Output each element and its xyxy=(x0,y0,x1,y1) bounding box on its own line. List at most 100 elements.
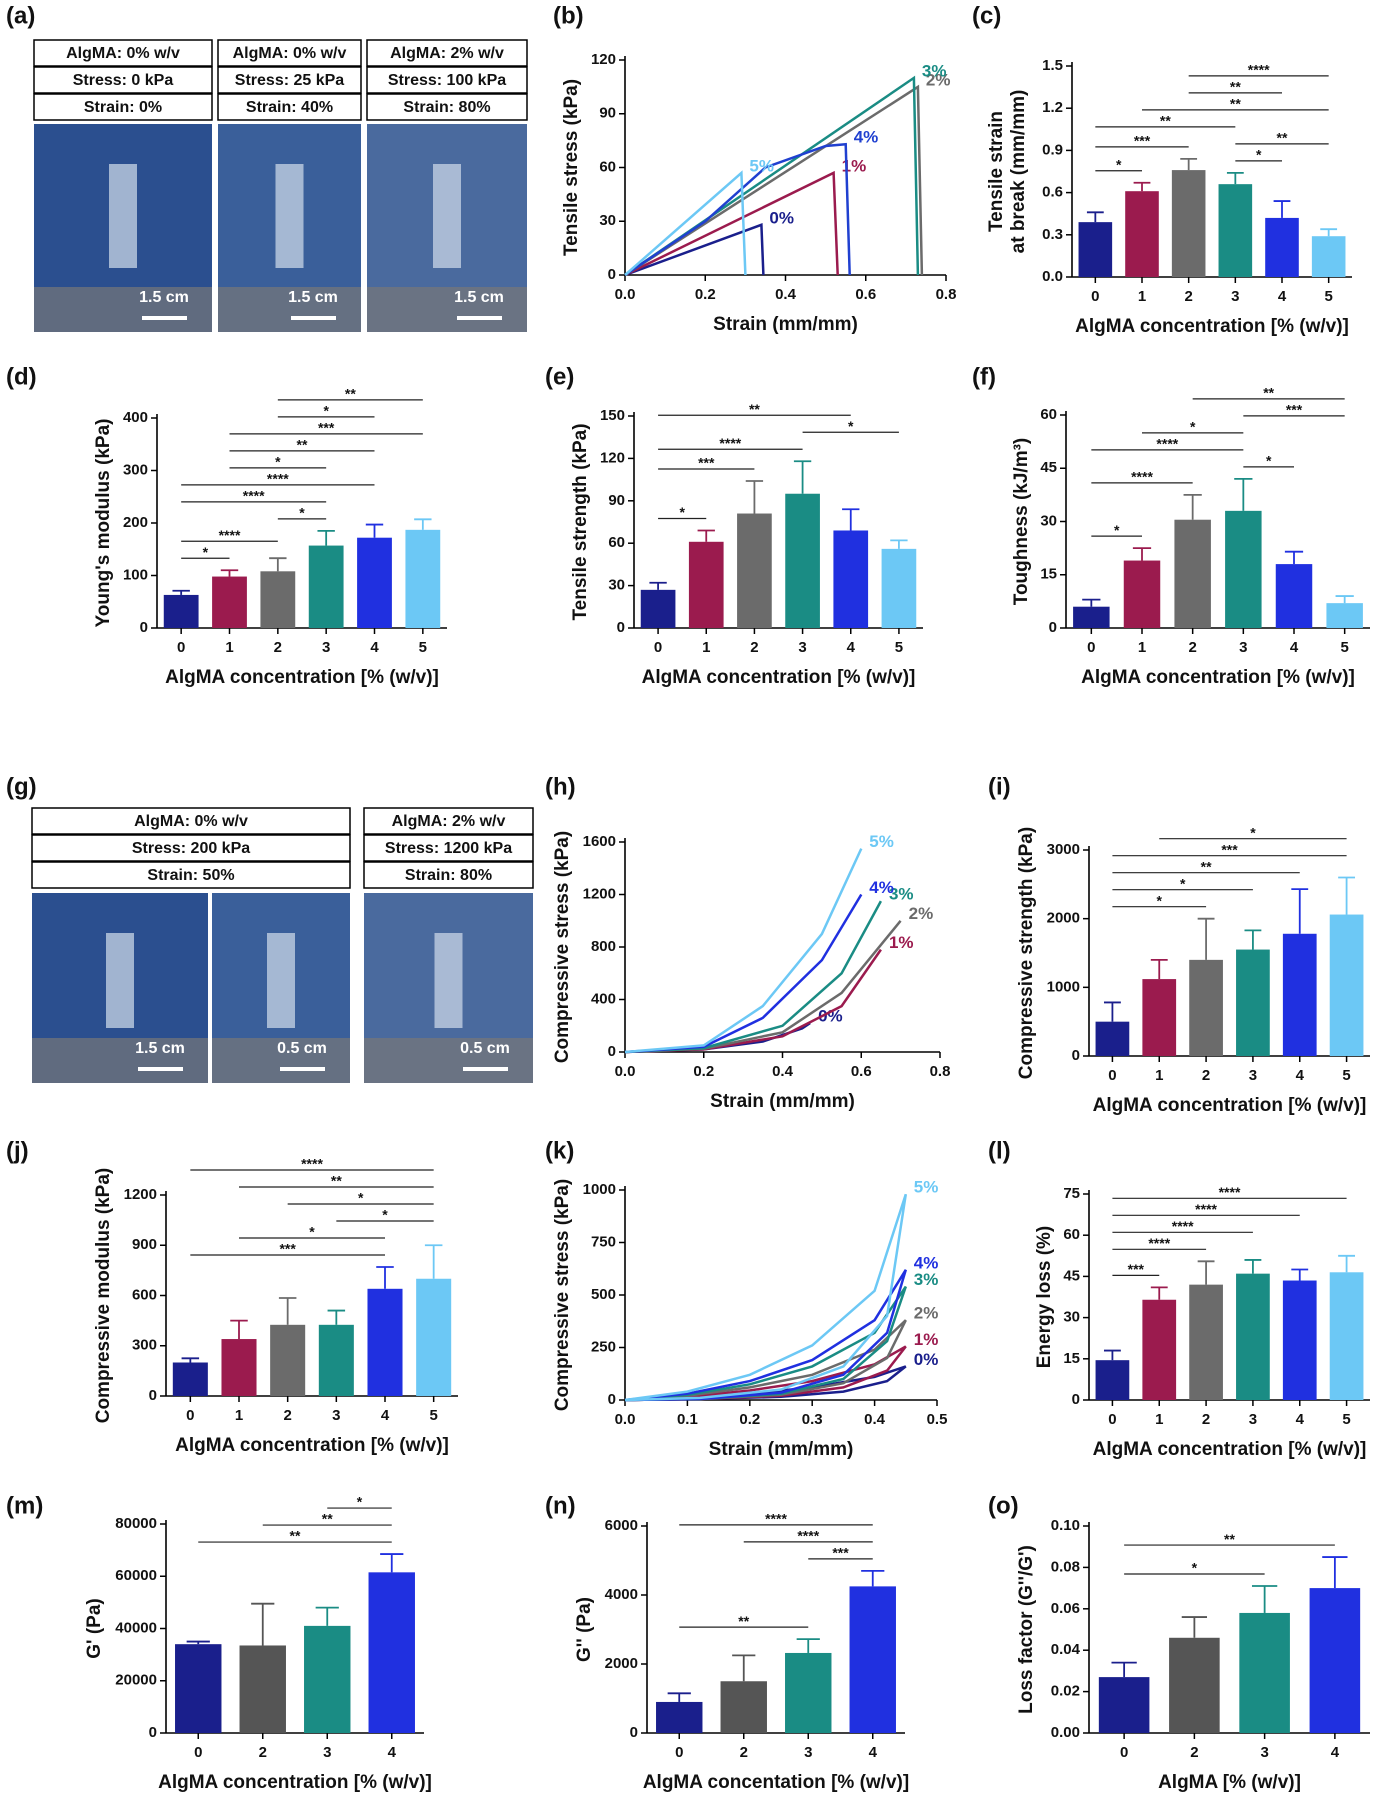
x-axis-label: Strain (mm/mm) xyxy=(710,1091,855,1112)
y-tick-label: 500 xyxy=(591,1286,616,1303)
x-tick-label: 0 xyxy=(1091,288,1099,305)
significance-label: **** xyxy=(1195,1201,1217,1217)
x-tick-label: 3 xyxy=(1249,1411,1257,1428)
bar xyxy=(1123,560,1161,628)
y-tick-label: 45 xyxy=(1063,1267,1080,1284)
x-tick-label: 4 xyxy=(1296,1067,1305,1084)
y-tick-label: 120 xyxy=(591,51,616,68)
caption-text: Stress: 100 kPa xyxy=(388,72,506,89)
y-tick-label: 0.3 xyxy=(1042,226,1063,243)
bar xyxy=(260,571,296,628)
significance-label: ** xyxy=(1230,79,1241,95)
y-tick-label: 0 xyxy=(630,1724,638,1741)
x-tick-label: 0.6 xyxy=(851,1063,872,1080)
significance-label: ** xyxy=(738,1613,749,1629)
caption-box xyxy=(366,39,528,67)
scale-bar-label: 1.5 cm xyxy=(288,289,338,306)
significance-label: **** xyxy=(1172,1218,1194,1234)
y-tick-label: 0 xyxy=(617,619,625,636)
significance-label: **** xyxy=(1156,436,1178,452)
bar xyxy=(172,1362,208,1396)
x-tick-label: 0.1 xyxy=(677,1411,698,1428)
significance-label: **** xyxy=(765,1511,787,1527)
x-tick-label: 2 xyxy=(274,639,282,656)
y-tick-label: 80000 xyxy=(115,1515,157,1532)
y-tick-label: 0.02 xyxy=(1051,1683,1080,1700)
caption-text: AlgMA: 2% w/v xyxy=(390,45,504,62)
bar xyxy=(308,545,344,628)
x-tick-label: 3 xyxy=(332,1407,340,1424)
series-line xyxy=(624,948,882,1054)
caption-text: Strain: 80% xyxy=(403,99,490,116)
panel-label: (j) xyxy=(6,1137,29,1164)
significance-label: *** xyxy=(1128,1261,1145,1277)
bar xyxy=(368,1572,415,1733)
photo-sample xyxy=(109,164,137,268)
x-tick-label: 2 xyxy=(1190,1744,1198,1761)
caption-box xyxy=(366,66,528,94)
x-tick-label: 0.3 xyxy=(802,1411,823,1428)
y-tick-label: 30 xyxy=(599,212,616,229)
caption-text: AlgMA: 2% w/v xyxy=(392,813,506,830)
caption-text: Stress: 200 kPa xyxy=(132,840,250,857)
significance-label: **** xyxy=(219,527,241,543)
bar xyxy=(1218,184,1253,277)
bar xyxy=(833,530,869,628)
y-tick-label: 1000 xyxy=(1047,978,1080,995)
bar xyxy=(270,1324,306,1396)
y-axis-label: Compressive modulus (kPa) xyxy=(93,1168,114,1424)
y-tick-label: 4000 xyxy=(605,1586,638,1603)
x-axis-label: AlgMA concentration [% (w/v)] xyxy=(642,667,916,688)
significance-label: * xyxy=(1192,1560,1198,1576)
bar xyxy=(849,1586,896,1733)
caption-box xyxy=(33,39,213,67)
bar xyxy=(640,589,676,628)
x-tick-label: 3 xyxy=(1231,288,1239,305)
bar xyxy=(1098,1677,1150,1733)
bar xyxy=(1171,170,1206,277)
x-tick-label: 0.2 xyxy=(693,1063,714,1080)
x-tick-label: 4 xyxy=(1331,1744,1340,1761)
significance-label: ** xyxy=(1201,858,1212,874)
caption-box xyxy=(33,66,213,94)
caption-text: Strain: 0% xyxy=(84,99,162,116)
significance-label: **** xyxy=(1131,469,1153,485)
photo-sample xyxy=(106,933,134,1028)
bar xyxy=(304,1625,351,1733)
bar xyxy=(405,529,441,628)
bar xyxy=(1239,1612,1290,1733)
bar xyxy=(239,1645,286,1733)
y-tick-label: 0.6 xyxy=(1042,184,1063,201)
series-line xyxy=(624,1193,908,1402)
significance-label: ** xyxy=(1230,96,1241,112)
photo-clamp xyxy=(34,287,212,332)
panel-label: (b) xyxy=(553,2,584,29)
bar xyxy=(656,1701,703,1733)
significance-label: * xyxy=(382,1207,388,1223)
bar xyxy=(1073,606,1110,628)
caption-text: Stress: 25 kPa xyxy=(235,72,345,89)
significance-label: **** xyxy=(797,1528,819,1544)
x-tick-label: 0.2 xyxy=(695,286,716,303)
bar xyxy=(785,1652,832,1733)
significance-label: ** xyxy=(322,1511,333,1527)
significance-label: ** xyxy=(1224,1531,1235,1547)
y-tick-label: 0 xyxy=(149,1387,157,1404)
x-tick-label: 0.8 xyxy=(930,1063,951,1080)
y-tick-label: 800 xyxy=(591,938,616,955)
bar xyxy=(1265,217,1299,277)
x-tick-label: 5 xyxy=(429,1407,437,1424)
significance-label: **** xyxy=(267,471,289,487)
series-line xyxy=(624,848,863,1054)
significance-label: *** xyxy=(318,420,335,436)
bar xyxy=(212,576,247,628)
x-tick-label: 0.4 xyxy=(772,1063,794,1080)
x-axis-label: AlgMA concentration [% (w/v)] xyxy=(1093,1439,1367,1460)
y-axis-label: Compressive strength (kPa) xyxy=(1016,827,1037,1079)
y-axis-label: Tensile strain xyxy=(986,111,1007,232)
caption-text: Strain: 80% xyxy=(405,867,492,884)
y-tick-label: 400 xyxy=(123,409,148,426)
significance-label: * xyxy=(1114,522,1120,538)
y-tick-label: 250 xyxy=(591,1338,616,1355)
significance-label: ** xyxy=(1263,385,1274,401)
